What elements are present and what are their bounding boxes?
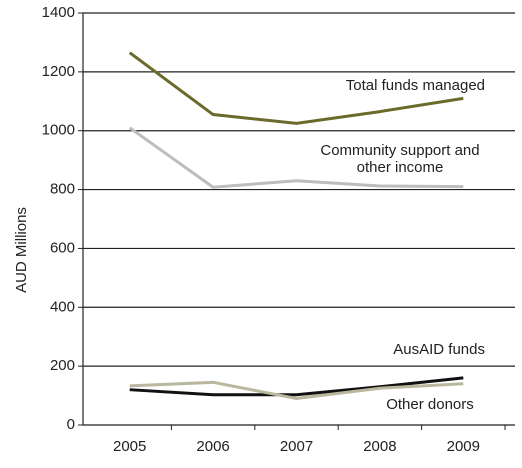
- series-label: AusAID funds: [393, 341, 485, 358]
- series-line: [129, 376, 464, 397]
- y-tick-label: 600: [50, 239, 75, 256]
- x-tick-label: 2007: [280, 438, 313, 455]
- series-line: [128, 126, 464, 189]
- y-tick-label: 1200: [42, 63, 75, 80]
- series-line: [129, 380, 464, 401]
- y-tick-label: 1400: [42, 4, 75, 21]
- x-tick-label: 2008: [363, 438, 396, 455]
- x-tick-label: 2009: [447, 438, 480, 455]
- y-tick-label: 400: [50, 298, 75, 315]
- series-label: Total funds managed: [345, 77, 485, 94]
- x-tick-label: 2005: [113, 438, 146, 455]
- series-label: Other donors: [386, 396, 474, 413]
- series-line: [128, 51, 464, 125]
- y-tick-label: 800: [50, 181, 75, 198]
- y-axis-label: AUD Millions: [13, 207, 30, 293]
- y-tick-label: 1000: [42, 122, 75, 139]
- y-tick-label: 200: [50, 357, 75, 374]
- series-label: Community support and other income: [320, 142, 480, 176]
- y-tick-label: 0: [67, 416, 75, 433]
- x-tick-label: 2006: [196, 438, 229, 455]
